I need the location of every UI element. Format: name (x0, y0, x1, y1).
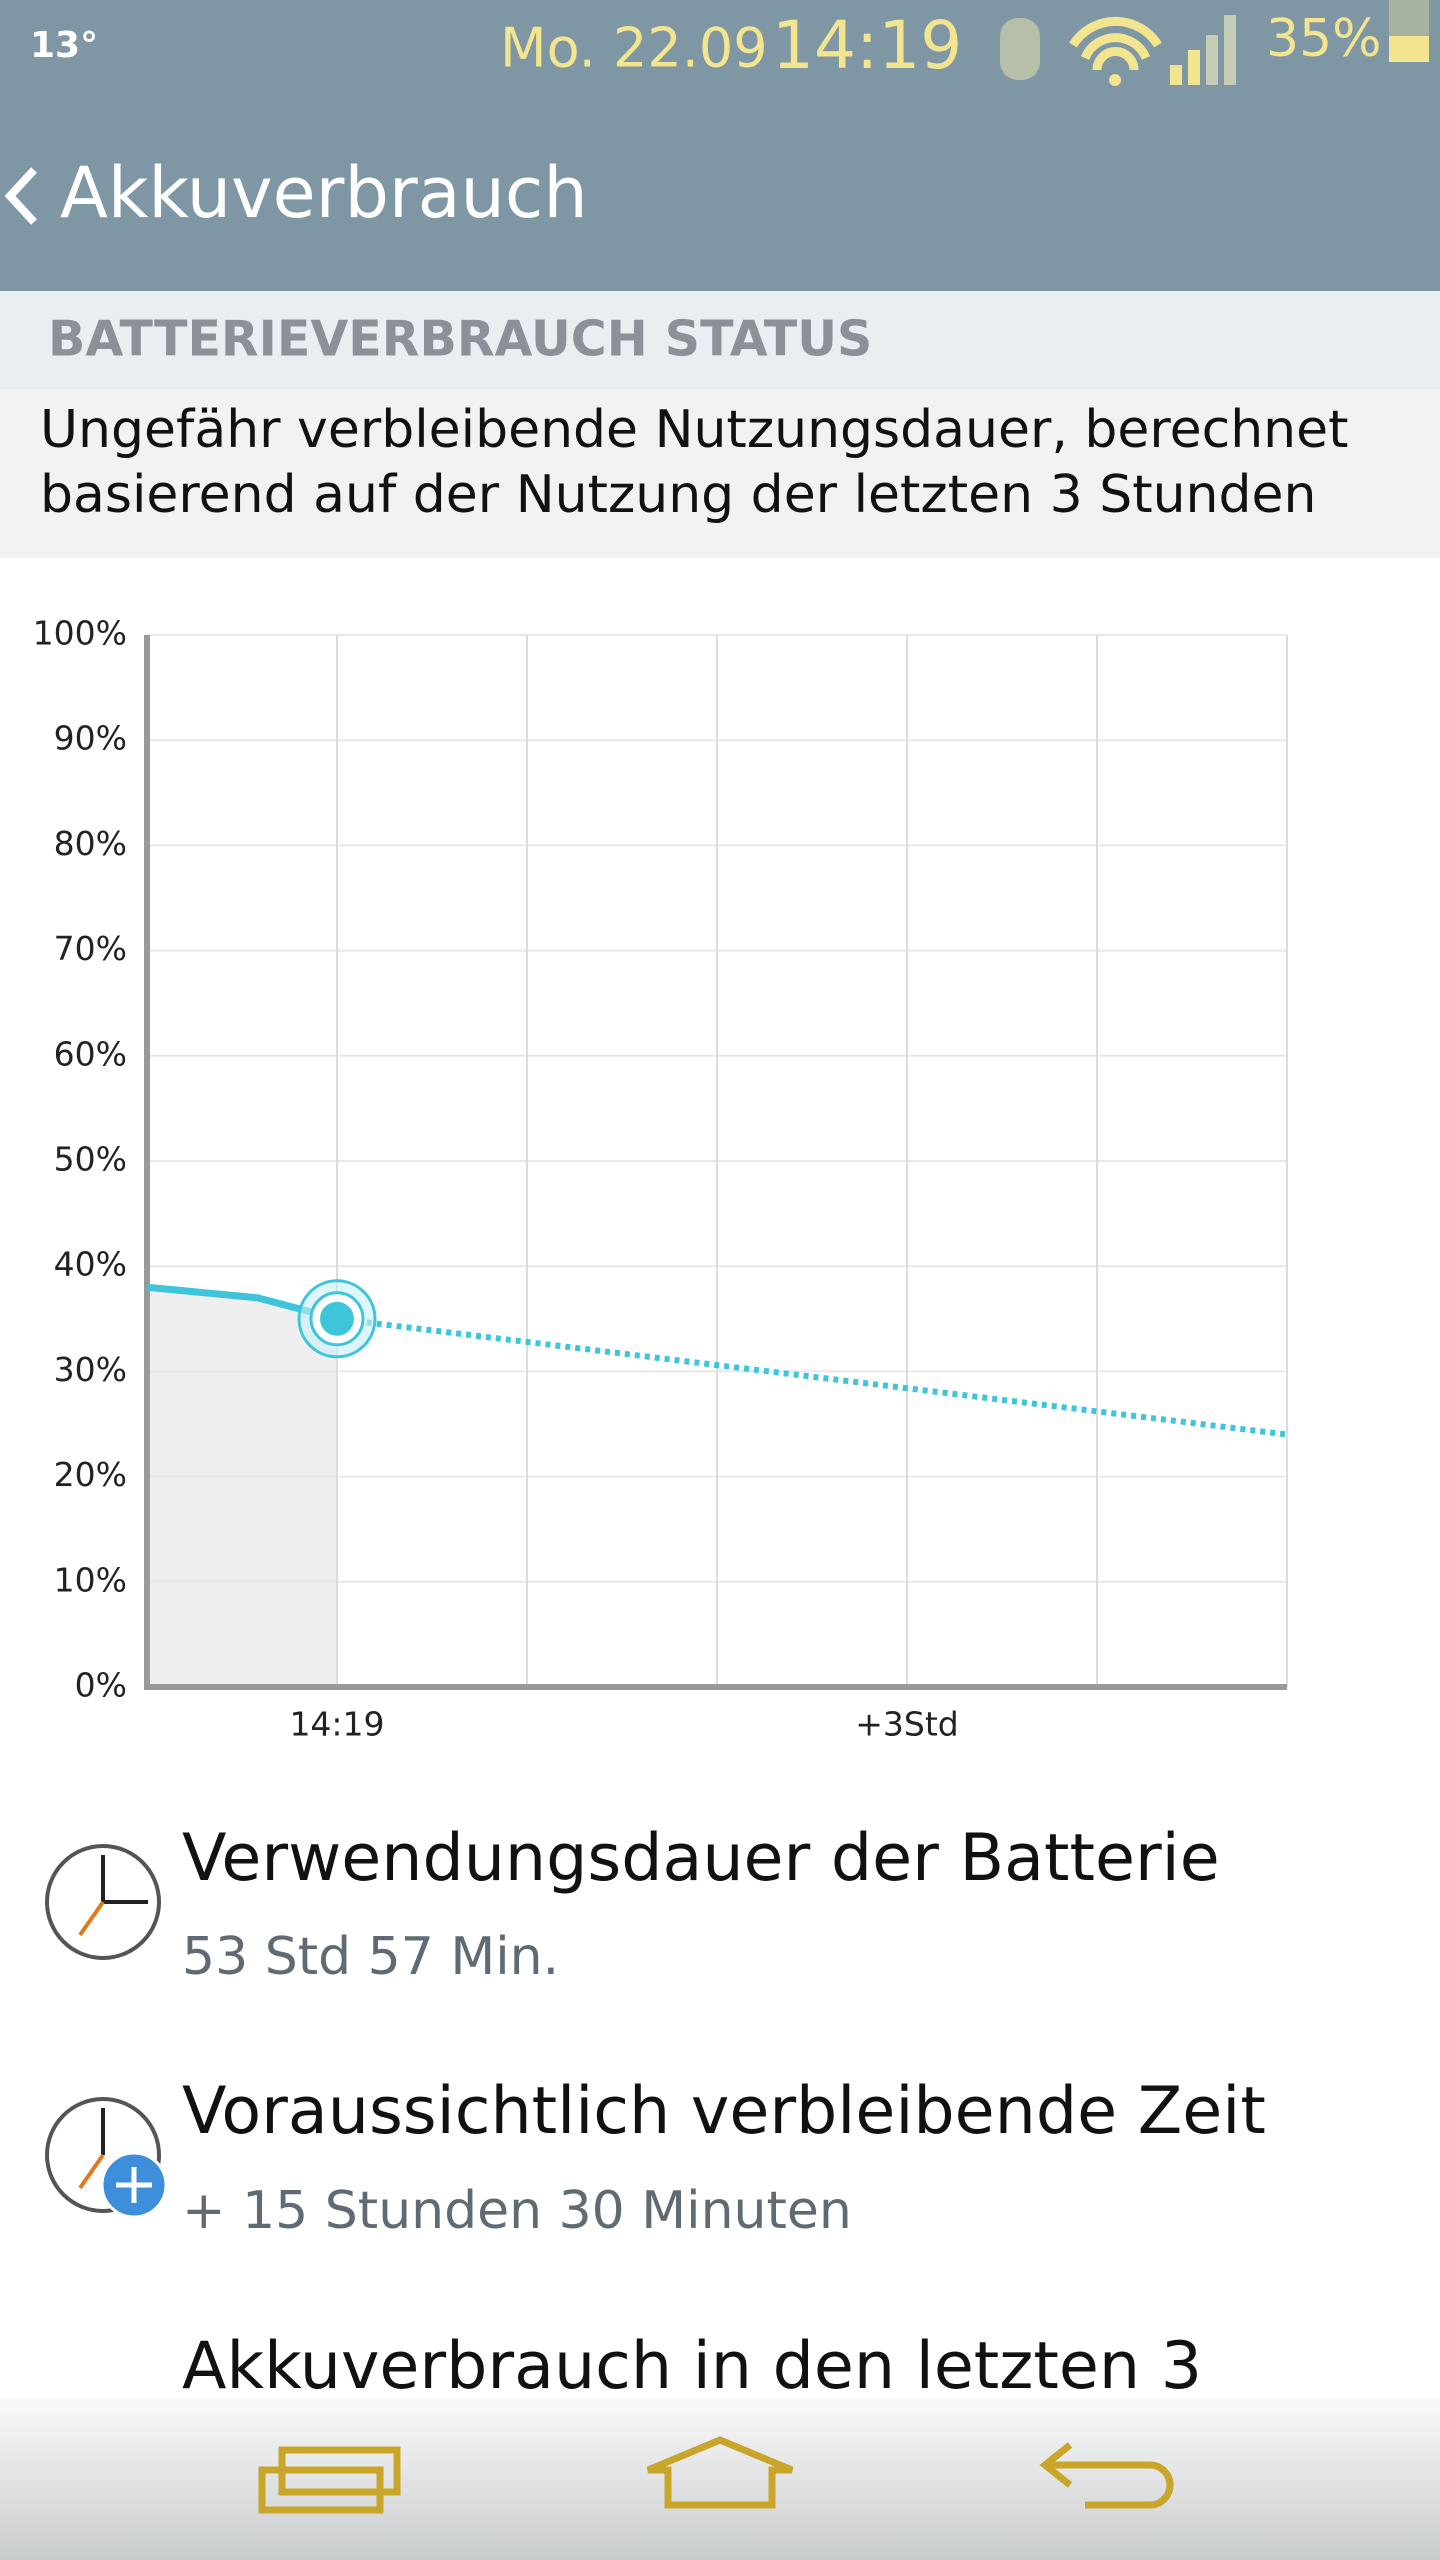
battery-icon (1389, 0, 1429, 62)
app-bar (0, 0, 1440, 291)
chart: 0% 10% 20% 30% 40% 50% 60% 70% 80% 90% 100% 14:19 +3… (33, 614, 1288, 1744)
history-area (147, 1287, 337, 1687)
y-tick-label: 60% (54, 1034, 127, 1073)
home-button[interactable] (646, 2436, 794, 2509)
description-line: Ungefähr verbleibende Nutzungsdauer, ber… (40, 400, 1349, 460)
forecast-line (336, 1315, 1288, 1438)
status-icons (1000, 15, 1236, 86)
y-tick-label: 80% (54, 824, 127, 863)
nav-bar (0, 2397, 1440, 2560)
y-tick-label: 10% (54, 1560, 127, 1599)
item-subtitle: + 15 Stunden 30 Minuten (182, 2181, 852, 2241)
y-tick-label: 30% (54, 1350, 127, 1389)
clock: 14:19 (772, 7, 962, 84)
date: Mo. 22.09 (500, 17, 768, 80)
recent-apps-button[interactable] (258, 2446, 401, 2514)
y-tick-label: 50% (54, 1140, 127, 1179)
item-title: Akkuverbrauch in den letzten 3 (182, 2329, 1202, 2404)
screen-title: Akkuverbrauch (60, 152, 588, 234)
section-title: BATTERIEVERBRAUCH STATUS (48, 311, 872, 368)
y-tick-label: 0% (75, 1666, 127, 1705)
item-title: Verwendungsdauer der Batterie (182, 1821, 1220, 1896)
section-header (0, 291, 1440, 389)
y-tick-label: 100% (33, 614, 127, 653)
description-box (0, 389, 1440, 558)
item-title: Voraussichtlich verbleibende Zeit (182, 2074, 1266, 2149)
nav-back-button[interactable] (1039, 2442, 1174, 2509)
axis-line (144, 635, 1287, 1690)
y-tick-label: 20% (54, 1455, 127, 1494)
x-tick-label: 14:19 (289, 1705, 384, 1744)
y-tick-label: 90% (54, 719, 127, 758)
battery-level: 35% (1266, 9, 1382, 69)
x-tick-label: +3Std (855, 1705, 958, 1744)
back-button[interactable] (4, 167, 37, 225)
temperature: 13° (30, 25, 98, 66)
item-subtitle: 53 Std 57 Min. (182, 1927, 559, 1987)
description-line: basierend auf der Nutzung der letzten 3 … (40, 465, 1316, 525)
y-tick-label: 70% (54, 929, 127, 968)
usage-icon (45, 1844, 161, 1960)
y-tick-label: 40% (54, 1245, 127, 1284)
current-marker (320, 1301, 354, 1336)
remaining-icon (45, 2097, 168, 2219)
